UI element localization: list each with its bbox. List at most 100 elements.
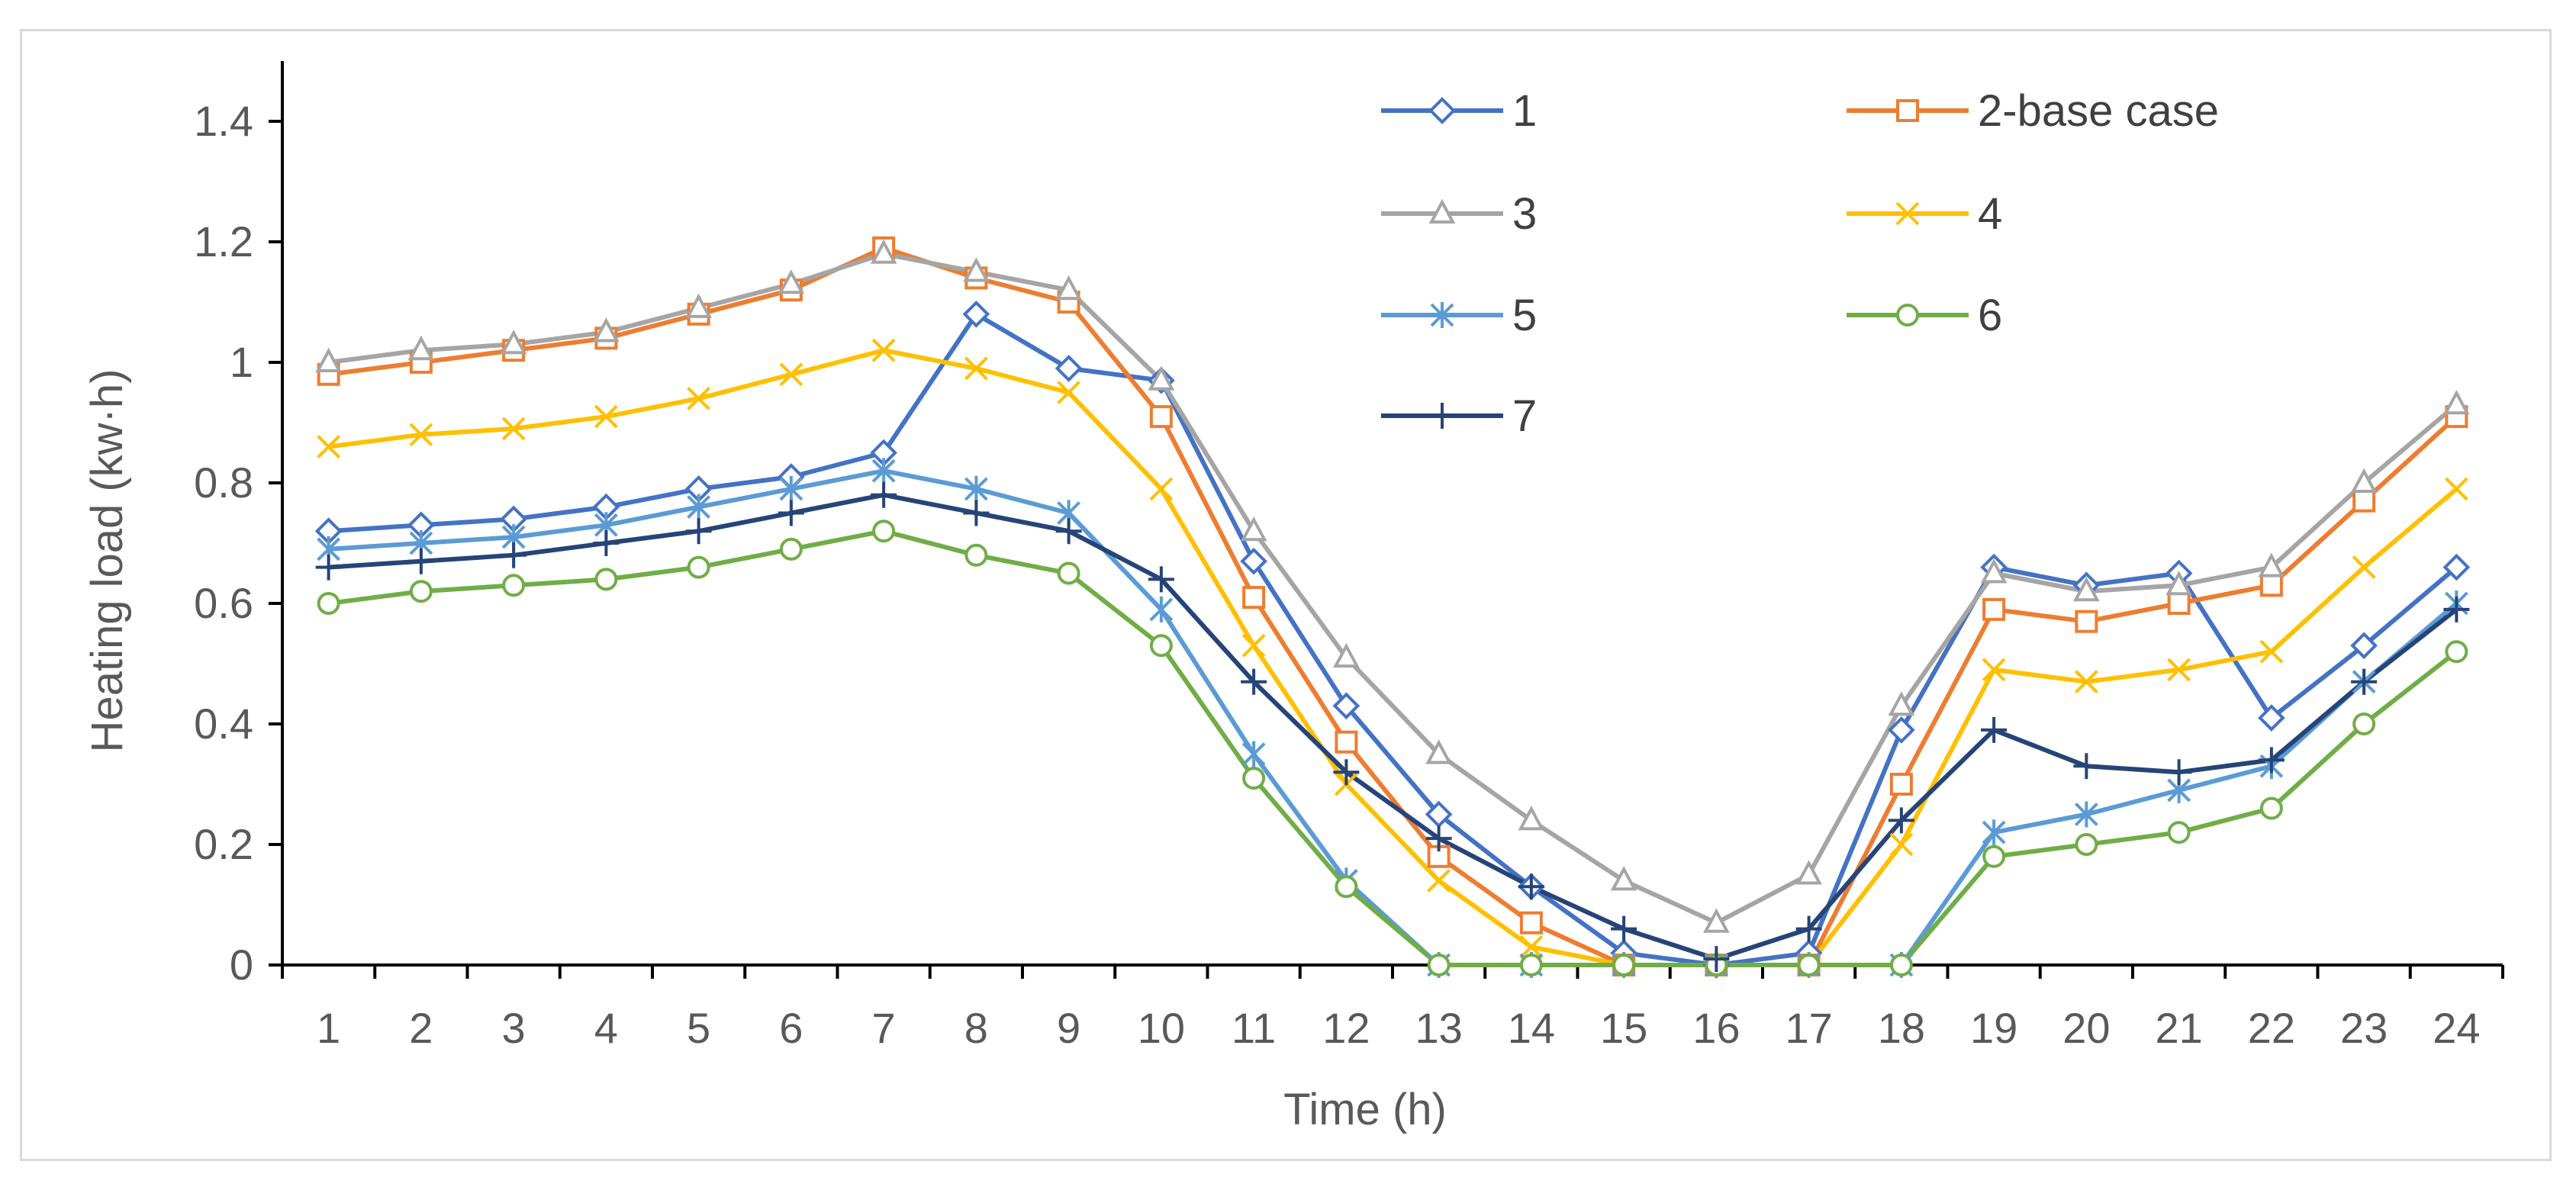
data-point-7-17 (1795, 915, 1822, 942)
series-markers (314, 236, 2471, 979)
data-point-4-8 (964, 356, 988, 381)
y-tick-label: 1 (230, 338, 253, 386)
data-point-6-11 (1242, 767, 1266, 790)
data-point-7-15 (1611, 915, 1637, 942)
data-point-3-16 (1703, 908, 1730, 933)
y-tick-label: 0.2 (194, 820, 253, 868)
series-line-1 (328, 311, 2458, 967)
data-point-3-3 (500, 330, 527, 355)
data-point-5-7 (871, 458, 896, 484)
series-line-3 (328, 251, 2458, 925)
x-tick-label: 24 (2433, 1004, 2480, 1052)
x-tick-label: 10 (1138, 1004, 1185, 1052)
data-point-7-18 (1888, 807, 1914, 834)
data-point-4-5 (687, 386, 711, 410)
data-point-1-24 (2442, 553, 2471, 581)
data-point-6-13 (1427, 954, 1451, 976)
y-tick-label: 0.4 (194, 700, 253, 748)
data-point-3-1 (315, 347, 342, 372)
legend-label-3: 3 (1512, 189, 1537, 239)
data-point-7-13 (1425, 825, 1452, 852)
axes: 00.20.40.60.811.21.41 2 3 4 5 6 7 8 9 10 11 12 13 14 1… (194, 61, 2504, 1052)
data-point-5-10 (1149, 596, 1174, 622)
data-point-5-8 (964, 475, 988, 502)
data-point-6-24 (2445, 640, 2468, 664)
data-point-7-6 (778, 500, 804, 526)
x-tick-label: 7 (872, 1004, 896, 1052)
x-tick-label: 11 (1232, 1004, 1276, 1052)
data-point-6-12 (1335, 875, 1358, 899)
data-point-1-8 (962, 300, 990, 328)
data-point-3-17 (1795, 860, 1822, 885)
data-point-7-11 (1241, 668, 1267, 695)
data-point-4-3 (501, 417, 526, 441)
data-point-6-4 (594, 568, 618, 591)
data-point-1-23 (2350, 632, 2378, 660)
series-line-4 (328, 348, 2458, 967)
y-tick-label: 0.6 (194, 579, 253, 627)
data-point-6-17 (1797, 954, 1821, 976)
data-point-7-9 (1055, 518, 1082, 545)
y-tick-label: 1.2 (194, 217, 253, 265)
legend-label-1: 1 (1512, 86, 1537, 136)
data-point-3-13 (1425, 739, 1452, 764)
data-point-7-22 (2258, 747, 2285, 774)
x-tick-label: 18 (1878, 1004, 1925, 1052)
y-axis-title: Heating load (kw·h) (82, 369, 132, 753)
data-point-2-base-case-12 (1335, 730, 1358, 754)
data-point-1-11 (1240, 547, 1267, 575)
data-point-5-6 (779, 475, 803, 502)
x-tick-label: 9 (1057, 1004, 1080, 1052)
x-axis-title: Time (h) (1283, 1085, 1447, 1134)
data-point-3-2 (407, 335, 435, 361)
series-line-7 (328, 492, 2458, 962)
data-point-4-21 (2167, 658, 2191, 682)
data-point-7-16 (1703, 946, 1730, 973)
data-point-2-base-case-22 (2259, 574, 2283, 597)
data-point-3-19 (1980, 558, 2008, 584)
legend-marker-7 (1429, 403, 1455, 429)
series-line-2-base-case (328, 245, 2458, 967)
data-point-6-14 (1519, 954, 1543, 976)
data-point-3-9 (1055, 275, 1082, 301)
legend: 1 2-base case 3 4 5 6 7 (1381, 86, 2219, 441)
x-tick-label: 5 (687, 1004, 710, 1052)
data-point-6-8 (964, 543, 988, 567)
data-point-5-5 (687, 494, 711, 520)
data-point-6-7 (872, 520, 896, 543)
data-point-7-8 (963, 500, 990, 526)
data-point-7-20 (2073, 753, 2100, 780)
data-point-4-9 (1057, 381, 1081, 404)
legend-label-6: 6 (1978, 291, 2002, 340)
data-point-2-base-case-14 (1519, 911, 1543, 934)
data-point-4-13 (1427, 868, 1451, 893)
data-point-6-1 (317, 592, 340, 615)
data-point-6-3 (502, 574, 526, 597)
data-point-3-4 (593, 317, 620, 343)
data-point-6-10 (1149, 634, 1173, 658)
data-point-7-23 (2351, 668, 2378, 695)
data-point-7-19 (1981, 716, 2008, 743)
data-point-6-23 (2352, 713, 2376, 735)
data-point-4-4 (594, 404, 618, 429)
data-point-4-7 (871, 338, 896, 362)
data-point-3-5 (685, 293, 712, 318)
data-point-3-8 (963, 257, 990, 282)
data-point-5-11 (1241, 741, 1266, 767)
data-point-6-22 (2259, 796, 2283, 820)
y-tick-label: 0 (230, 941, 253, 989)
data-point-2-base-case-11 (1242, 586, 1266, 610)
data-point-7-1 (315, 554, 342, 581)
x-tick-label: 6 (779, 1004, 803, 1052)
legend-marker-4 (1895, 201, 1920, 226)
data-point-6-9 (1057, 561, 1080, 585)
x-tick-label: 13 (1415, 1004, 1462, 1052)
data-point-3-14 (1518, 806, 1545, 831)
legend-marker-1 (1428, 97, 1456, 124)
data-point-4-23 (2352, 555, 2376, 580)
data-point-7-3 (501, 542, 527, 568)
data-point-6-5 (687, 555, 710, 579)
legend-label-5: 5 (1512, 291, 1537, 340)
x-tick-label: 17 (1785, 1004, 1832, 1052)
